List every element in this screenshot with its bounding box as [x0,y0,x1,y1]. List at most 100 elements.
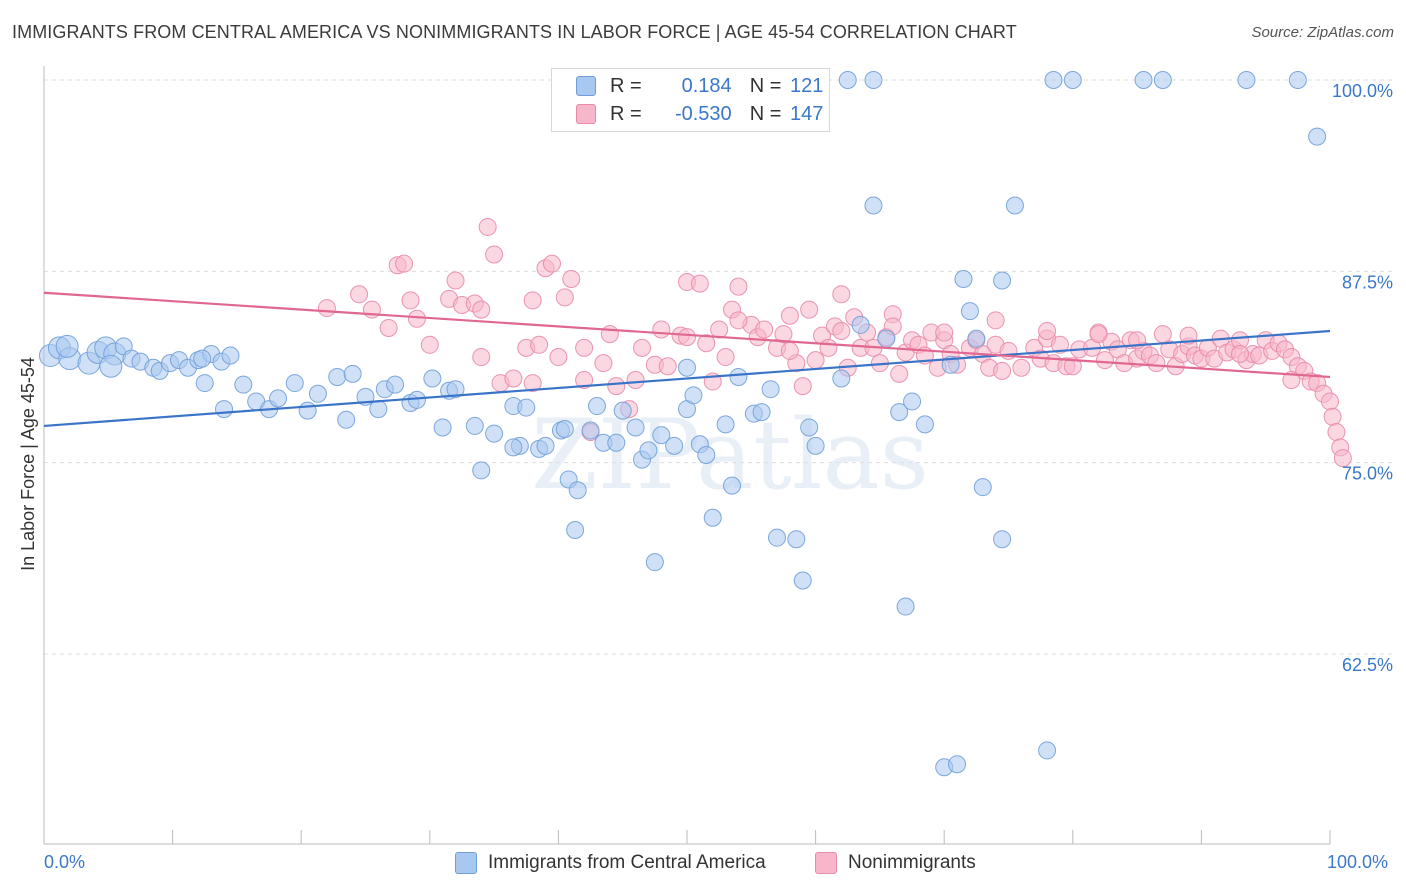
data-point [967,329,986,348]
data-point [800,418,819,437]
n-value: 121 [790,74,824,97]
data-point [1005,196,1024,215]
data-point [665,436,684,455]
y-tick-label: 75.0% [1342,464,1393,484]
data-point [716,415,735,434]
legend-label: Immigrants from Central America [488,852,766,873]
data-point [420,335,439,354]
immigrants-legend-swatch [455,852,477,874]
data-point [948,755,967,774]
data-point [575,371,594,390]
nonimmigrants-legend-swatch [815,852,837,874]
data-point [1230,344,1249,363]
data-point [832,285,851,304]
data-point [710,320,729,339]
data-point [890,403,909,422]
y-tick-label: 62.5% [1342,655,1393,675]
data-point [386,375,405,394]
data-point [433,418,452,437]
data-point [369,400,388,419]
data-point [1147,354,1166,373]
data-point [941,355,960,374]
data-point [780,341,799,360]
data-point [690,274,709,293]
data-point [787,530,806,549]
data-point [407,309,426,328]
data-point [864,71,883,89]
data-point [800,300,819,319]
nonimmigrants-points [317,217,1352,468]
data-point [566,521,585,540]
data-point [568,481,587,500]
data-point [993,361,1012,380]
data-point [793,377,812,396]
data-point [723,476,742,495]
data-point [581,421,600,440]
data-point [317,299,336,318]
data-point [600,325,619,344]
stats-row-nonimmigrants: R = -0.530 N = 147 [552,100,823,128]
n-label: N = [749,74,782,97]
data-point [1038,322,1057,341]
series-legend: Immigrants from Central America Nonimmig… [0,852,1406,878]
nonimmigrants-trend-line [43,291,1331,379]
data-point [1050,335,1069,354]
data-point [1308,127,1327,146]
data-point [472,300,491,319]
data-point [993,530,1012,549]
legend-item-nonimmigrants[interactable]: Nonimmigrants [815,852,976,874]
data-point [594,354,613,373]
data-point [99,354,123,378]
data-point [523,374,542,393]
data-point [298,401,317,420]
data-point [465,416,484,435]
data-point [446,380,465,399]
data-point [485,245,504,264]
data-point [935,323,954,342]
data-point [1089,325,1108,344]
immigrants-trend-line [43,329,1331,428]
data-point [768,528,787,547]
data-point [793,571,812,590]
data-point [562,269,581,288]
data-point [626,371,645,390]
data-point [446,271,465,290]
n-label: N = [749,102,782,125]
data-point [703,508,722,527]
data-point [626,418,645,437]
data-point [954,269,973,288]
data-point [729,277,748,296]
data-point [806,436,825,455]
immigrants-points [38,71,1327,777]
data-point [215,400,234,419]
data-point [1153,325,1172,344]
legend-item-immigrants[interactable]: Immigrants from Central America [455,852,766,874]
data-point [645,553,664,572]
data-point [395,254,414,273]
data-point [639,441,658,460]
data-point [832,322,851,341]
data-point [613,401,632,420]
data-point [549,348,568,367]
data-point [761,380,780,399]
data-point [729,311,748,330]
data-point [234,375,253,394]
data-point [1038,741,1057,760]
x-tick-label-min: 0.0% [44,852,86,872]
nonimmigrants-swatch [576,104,596,124]
data-point [269,389,288,408]
legend-label: Nonimmigrants [848,852,976,873]
data-point [729,367,748,386]
data-point [343,364,362,383]
data-point [523,291,542,310]
source-label: Source: ZipAtlas.com [1251,24,1394,41]
n-value: 147 [790,102,824,125]
y-axis-label: In Labor Force | Age 45-54 [18,357,38,571]
y-tick-label: 87.5% [1342,272,1393,292]
data-point [1153,71,1172,89]
data-point [697,446,716,465]
data-point [221,346,240,365]
stats-legend: R = 0.184 N = 121 R = -0.530 N = 147 [551,68,830,132]
data-point [780,306,799,325]
